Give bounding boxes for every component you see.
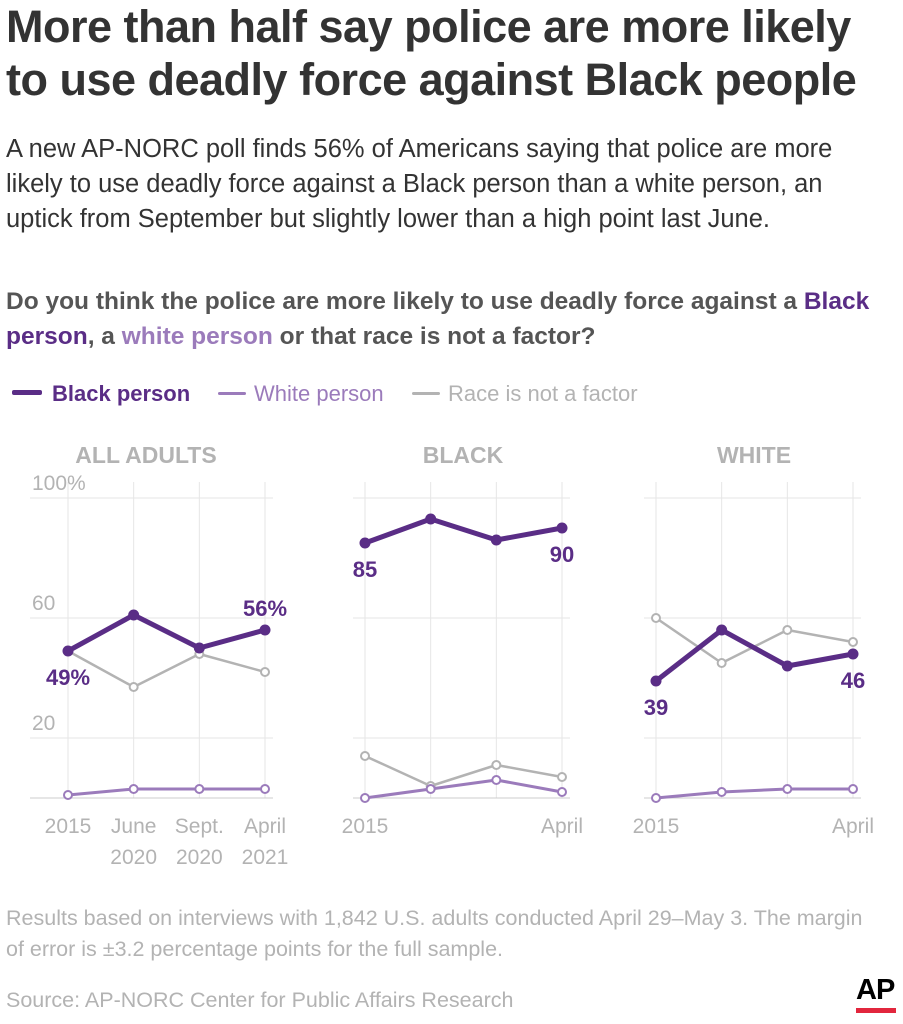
survey-question: Do you think the police are more likely …: [6, 284, 896, 354]
legend-label-black-person: Black person: [52, 381, 191, 406]
x-tick-label: April: [244, 815, 286, 838]
data-point-race-not-factor: [260, 667, 270, 677]
chart-title: More than half say police are more likel…: [6, 1, 857, 105]
data-point-white-person: [557, 787, 567, 797]
question-black-person: Black person: [6, 288, 870, 350]
x-tick-label: 2015: [342, 815, 389, 838]
panel-title: BLACK: [423, 442, 504, 468]
y-tick-label: 20: [32, 712, 55, 735]
data-label: 49%: [46, 665, 90, 690]
chart-subtitle: A new AP-NORC poll finds 56% of American…: [6, 135, 833, 233]
source: Source: AP-NORC Center for Public Affair…: [6, 988, 514, 1012]
data-label: 85: [353, 557, 377, 582]
x-tick-label: 2015: [45, 815, 92, 838]
data-label: 56%: [243, 596, 287, 621]
data-point-black-person: [781, 660, 793, 672]
legend-swatch-race-not-factor: [412, 392, 440, 395]
data-point-black-person: [128, 609, 140, 621]
x-tick-label: June: [111, 815, 157, 838]
panel-title: WHITE: [717, 442, 791, 468]
question-text-2: , a: [87, 323, 122, 350]
legend-swatch-black-person: [12, 390, 42, 395]
data-point-black-person: [490, 534, 502, 546]
data-point-race-not-factor: [716, 658, 727, 668]
series-line-race-not-factor: [66, 649, 267, 689]
data-point-black-person: [425, 513, 437, 525]
data-point-white-person: [260, 784, 270, 794]
data-point-black-person: [359, 537, 371, 549]
series-line-race-not-factor: [363, 754, 564, 788]
data-point-black-person: [62, 645, 74, 657]
question-white-person: white person: [121, 323, 273, 350]
series-line-white-person: [363, 778, 564, 800]
data-point-race-not-factor: [782, 625, 793, 635]
data-point-white-person: [128, 784, 139, 794]
data-point-black-person: [847, 648, 859, 660]
question-text-3: or that race is not a factor?: [272, 323, 596, 350]
footnote: Results based on interviews with 1,842 U…: [6, 906, 863, 961]
data-point-white-person: [848, 784, 858, 794]
data-point-white-person: [491, 775, 502, 785]
data-point-black-person: [259, 624, 271, 636]
x-tick-label: 2020: [110, 846, 157, 869]
data-point-race-not-factor: [128, 682, 139, 692]
data-label: 90: [550, 542, 574, 567]
data-point-race-not-factor: [491, 760, 502, 770]
data-point-race-not-factor: [360, 751, 370, 761]
data-point-race-not-factor: [848, 637, 858, 647]
data-point-white-person: [425, 784, 436, 794]
data-point-white-person: [194, 784, 205, 794]
legend-swatch-white-person: [218, 392, 246, 395]
data-point-black-person: [193, 642, 205, 654]
data-label: 46: [841, 668, 865, 693]
x-tick-label: April: [541, 815, 583, 838]
question-text-1: Do you think the police are more likely …: [6, 288, 804, 315]
data-point-white-person: [63, 790, 73, 800]
series-line-white-person: [66, 787, 267, 797]
legend-label-race-not-factor: Race is not a factor: [448, 381, 638, 406]
series-line-black-person: [653, 627, 856, 684]
series-line-black-person: [65, 612, 268, 654]
series-line-black-person: [362, 516, 565, 546]
y-tick-label: 100%: [32, 472, 86, 495]
x-tick-label: April: [832, 815, 874, 838]
data-point-white-person: [360, 793, 370, 803]
x-tick-label: 2015: [633, 815, 680, 838]
data-label: 39: [644, 695, 668, 720]
legend-label-white-person: White person: [254, 381, 384, 406]
data-point-white-person: [782, 784, 793, 794]
data-point-race-not-factor: [557, 772, 567, 782]
panel-title: ALL ADULTS: [75, 442, 216, 468]
data-point-white-person: [716, 787, 727, 797]
data-point-black-person: [716, 624, 728, 636]
data-point-race-not-factor: [651, 613, 661, 623]
data-point-black-person: [556, 522, 568, 534]
ap-logo-text: AP: [856, 974, 895, 1006]
data-point-white-person: [651, 793, 661, 803]
x-tick-label: 2021: [242, 846, 289, 869]
x-tick-label: Sept.: [175, 815, 224, 838]
series-line-white-person: [654, 787, 855, 800]
data-point-black-person: [650, 675, 662, 687]
x-tick-label: 2020: [176, 846, 223, 869]
y-tick-label: 60: [32, 592, 55, 615]
ap-logo-bar: [856, 1008, 896, 1013]
line-charts: ALL ADULTS 100% 60 20 2015 June 2020 Sept. 2020 A…: [30, 442, 874, 869]
ap-logo: AP: [856, 974, 898, 1013]
